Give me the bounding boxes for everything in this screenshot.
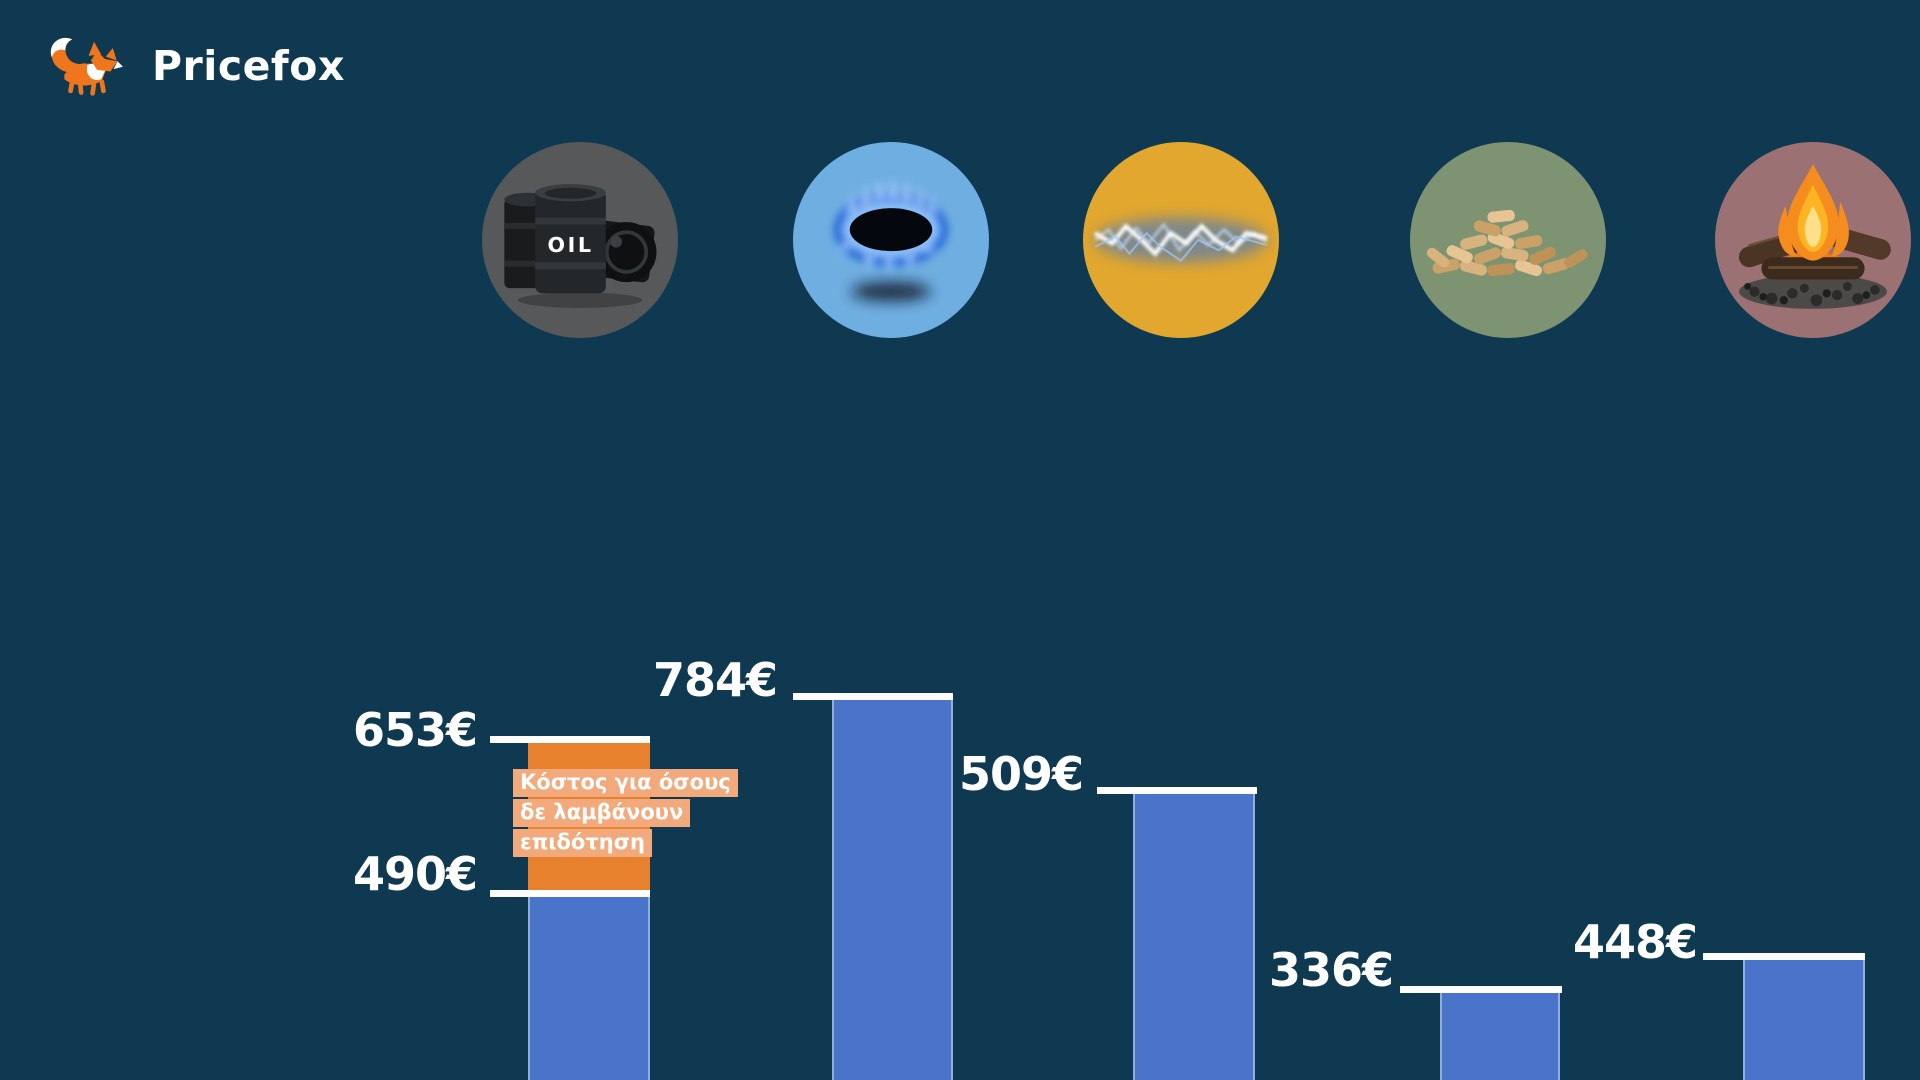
tick-line-pellets: [1400, 986, 1562, 993]
oil-barrels-icon: OIL: [504, 184, 657, 308]
category-circle-oil: OIL: [482, 142, 678, 338]
category-circle-firewood: [1715, 142, 1911, 338]
category-circle-electricity: [1083, 142, 1279, 338]
brand-wordmark: Pricefox: [152, 42, 345, 90]
gas-flame-icon: [834, 176, 948, 302]
annotation-line-2: δε λαμβάνουν: [513, 799, 691, 827]
barrel-front: OIL: [535, 184, 606, 294]
tick-line-oil-unsubsidized: [490, 736, 650, 743]
value-label-electricity: 509€: [958, 747, 1084, 801]
burning-firewood-icon: [1738, 164, 1891, 309]
value-label-gas: 784€: [652, 653, 778, 707]
bar-gas: [832, 700, 953, 1080]
value-label-oil-unsubsidized: 653€: [352, 703, 478, 757]
wood-pellets-icon: [1426, 209, 1588, 277]
bar-oil: [528, 897, 650, 1080]
tick-line-oil: [490, 890, 650, 897]
tick-line-electricity: [1097, 787, 1257, 794]
tick-line-gas: [793, 693, 953, 700]
bar-electricity: [1133, 793, 1255, 1080]
fox-icon: [50, 37, 123, 96]
value-label-pellets: 336€: [1268, 943, 1394, 997]
category-circle-pellets: [1410, 142, 1606, 338]
category-circle-gas: [793, 142, 989, 338]
bar-firewood: [1743, 960, 1865, 1080]
value-label-firewood: 448€: [1572, 915, 1698, 969]
annotation-no-subsidy: Κόστος για όσους δε λαμβάνουν επιδότηση: [513, 769, 738, 859]
electricity-icon: [1093, 217, 1268, 263]
bar-pellets: [1440, 993, 1560, 1080]
annotation-line-3: επιδότηση: [513, 829, 652, 857]
value-label-oil: 490€: [352, 847, 478, 901]
tick-line-firewood: [1703, 953, 1865, 960]
pricefox-logo: Pricefox: [44, 30, 345, 102]
annotation-line-1: Κόστος για όσους: [513, 769, 738, 797]
oil-barrel-label: OIL: [547, 233, 593, 257]
